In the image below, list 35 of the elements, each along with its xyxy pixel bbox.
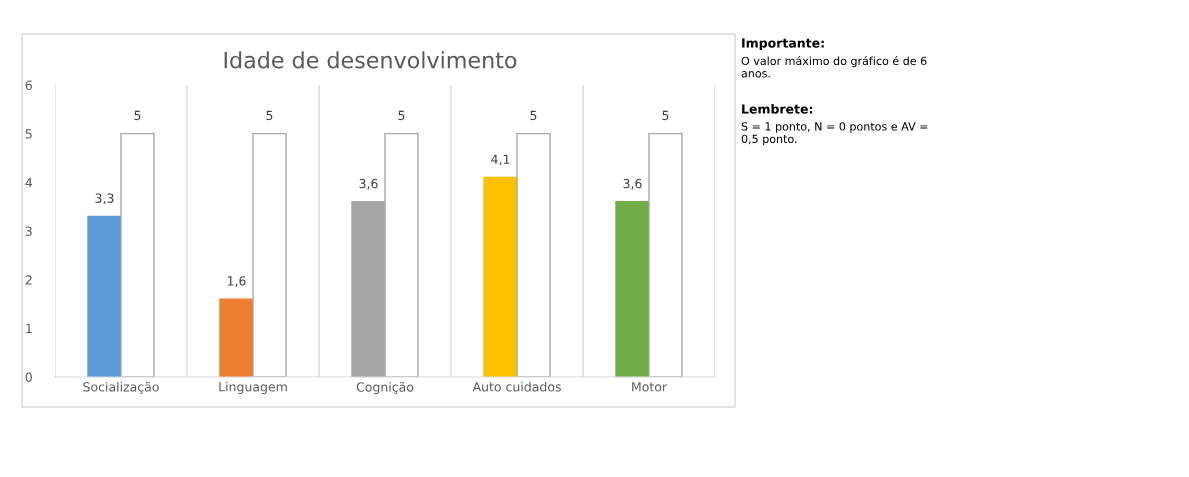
bar [120,132,155,377]
bar [219,298,254,377]
x-tick-label: Cognição [356,381,414,395]
data-label: 3,6 [623,178,642,190]
bar [648,132,683,377]
y-tick-label: 6 [25,80,32,90]
data-label: 5 [134,110,141,121]
data-label: 1,6 [227,276,246,287]
data-label: 5 [662,110,669,121]
text: Lembrete: [742,104,813,114]
x-tick-label: Linguagem [219,381,287,394]
bar [615,201,650,377]
text: O valor máximo do gráfico é de 6 anos. [741,56,927,78]
y-tick-label: 0 [25,372,32,382]
data-label: 5 [266,110,273,121]
data-label: 3,6 [359,178,378,190]
y-tick-label: 5 [25,129,32,139]
x-tick-label: Motor [632,382,668,392]
bar [87,215,122,377]
x-tick-label: Auto cuidados [472,381,561,392]
data-label: 5 [398,110,405,121]
bar [516,132,551,377]
bar [483,176,518,377]
y-tick-label: 2 [25,275,32,285]
text: S = 1 ponto, N = 0 pontos e AV = 0,5 ponto. [741,122,928,146]
y-tick-label: 1 [26,323,32,334]
data-label: 3,3 [95,193,114,205]
y-tick-label: 4 [25,177,33,188]
text: Importante: [742,38,824,51]
y-tick-label: 3 [25,226,32,236]
x-tick-label: Socialização [83,381,159,394]
chart-title: Idade de desenvolvimento [224,51,517,69]
data-label: 4,1 [491,154,510,166]
data-label: 5 [530,110,537,121]
bar [252,132,287,377]
